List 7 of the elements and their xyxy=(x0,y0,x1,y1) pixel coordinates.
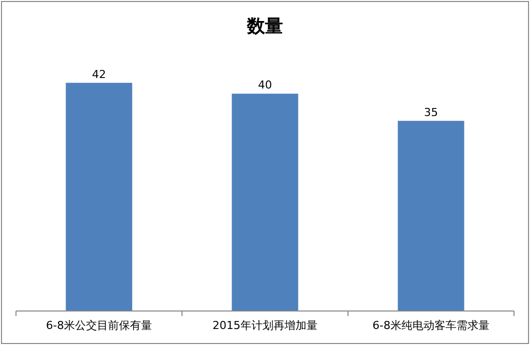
data-label: 42 xyxy=(92,68,106,81)
data-label: 40 xyxy=(258,78,272,92)
x-tick-label: 6-8米公交目前保有量 xyxy=(46,319,152,332)
x-tick-label: 2015年计划再增加量 xyxy=(212,319,318,332)
data-label: 35 xyxy=(424,106,438,119)
chart-title: 数量 xyxy=(246,16,283,37)
x-tick-label: 6-8米纯电动客车需求量 xyxy=(372,319,490,332)
